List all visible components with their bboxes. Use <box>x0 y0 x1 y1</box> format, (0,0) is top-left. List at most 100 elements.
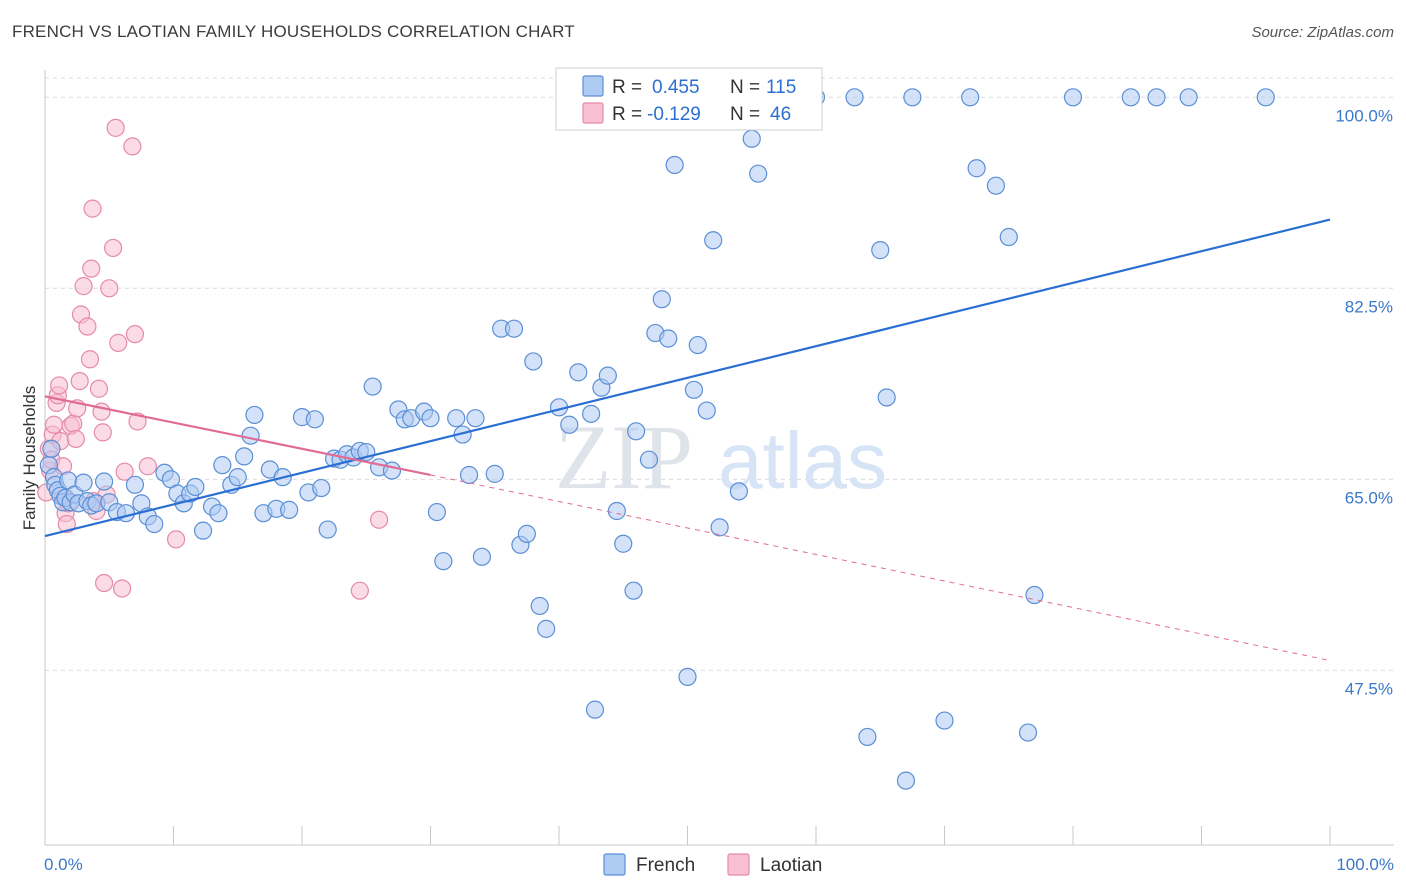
legend-r-value-laotian: -0.129 <box>647 104 701 125</box>
laotian-point-42 <box>138 457 157 476</box>
french-point-99 <box>710 518 729 537</box>
french-point-109 <box>877 388 896 407</box>
legend-r-label-laotian: R = <box>612 104 642 125</box>
french-point-20 <box>125 475 145 494</box>
laotian-point-43 <box>166 530 186 549</box>
french-point-115 <box>986 176 1006 195</box>
french-point-62 <box>421 409 440 428</box>
french-point-74 <box>517 524 536 544</box>
laotian-point-19 <box>70 371 89 391</box>
bottom-legend-swatch-laotian <box>727 853 750 876</box>
french-point-111 <box>903 88 922 107</box>
x-ticks <box>44 826 1331 845</box>
french-point-36 <box>235 447 254 466</box>
laotian-point-37 <box>112 579 132 598</box>
french-point-95 <box>684 380 704 399</box>
chart-title: FRENCH VS LAOTIAN FAMILY HOUSEHOLDS CORR… <box>12 22 575 41</box>
french-point-114 <box>967 159 986 178</box>
laotian-trendline-projection <box>430 474 1331 662</box>
french-point-48 <box>318 520 337 539</box>
french-point-67 <box>459 465 479 485</box>
french-trendline <box>44 218 1331 538</box>
french-point-88 <box>626 422 646 441</box>
laotian-point-13 <box>57 514 76 534</box>
y-tick-label-3: 47.5% <box>1345 679 1393 698</box>
french-point-47 <box>312 478 331 498</box>
bottom-legend-label-french: French <box>636 855 695 876</box>
french-point-16 <box>95 472 114 491</box>
french-point-65 <box>447 409 466 428</box>
french-point-19 <box>116 504 136 523</box>
laotian-point-25 <box>83 199 102 218</box>
french-point-72 <box>504 319 524 338</box>
laotian-point-44 <box>350 581 369 600</box>
french-point-87 <box>624 581 643 600</box>
french-point-108 <box>871 241 890 260</box>
laotian-point-28 <box>89 379 109 398</box>
french-point-82 <box>585 700 605 719</box>
french-point-113 <box>961 88 980 107</box>
french-point-110 <box>896 771 916 790</box>
x-tick-label-max: 100.0% <box>1336 855 1394 874</box>
french-point-98 <box>704 231 723 250</box>
bottom-legend-swatch-french <box>603 853 626 876</box>
y-tick-label-1: 82.5% <box>1345 297 1393 316</box>
french-point-79 <box>560 415 579 434</box>
french-point-106 <box>845 88 864 107</box>
legend-n-value-french: 115 <box>766 77 796 98</box>
french-point-46 <box>305 410 324 429</box>
y-tick-label-2: 65.0% <box>1345 488 1393 507</box>
french-point-38 <box>245 405 264 425</box>
french-point-75 <box>524 352 543 371</box>
french-point-30 <box>193 521 213 540</box>
french-point-84 <box>598 366 617 385</box>
laotian-point-24 <box>82 259 101 278</box>
french-point-37 <box>241 426 260 445</box>
laotian-point-36 <box>109 333 128 352</box>
laotian-point-41 <box>128 412 147 431</box>
laotian-point-5 <box>44 415 64 434</box>
french-point-1 <box>42 439 61 458</box>
french-point-102 <box>749 164 768 183</box>
french-point-121 <box>1147 88 1166 107</box>
french-point-86 <box>614 534 633 553</box>
trendlines <box>44 218 1331 662</box>
french-point-76 <box>530 596 549 616</box>
french-point-63 <box>427 502 447 522</box>
french-point-112 <box>935 711 954 730</box>
french-point-70 <box>485 464 504 483</box>
laotian-point-39 <box>123 137 142 156</box>
legend-swatch-laotian <box>582 102 604 124</box>
french-point-97 <box>697 401 716 420</box>
legend-r-label-french: R = <box>612 77 642 98</box>
french-point-77 <box>537 619 556 638</box>
laotian-point-45 <box>370 510 389 529</box>
french-point-43 <box>280 500 299 519</box>
french-point-55 <box>363 377 382 396</box>
french-point-91 <box>652 290 671 309</box>
french-point-68 <box>466 409 485 428</box>
bottom-legend: French Laotian <box>603 853 822 876</box>
legend-n-value-laotian: 46 <box>770 104 791 125</box>
french-point-107 <box>858 727 877 747</box>
watermark: ZIP atlas <box>555 406 887 508</box>
y-axis-title: Family Households <box>20 386 39 531</box>
laotian-point-30 <box>93 423 112 442</box>
french-point-29 <box>186 477 205 497</box>
french-point-23 <box>145 514 164 534</box>
bottom-legend-label-laotian: Laotian <box>760 855 822 876</box>
french-point-89 <box>639 450 659 469</box>
french-point-116 <box>999 227 1018 247</box>
french-point-101 <box>742 129 761 148</box>
y-tick-labels: 100.0% 82.5% 65.0% 47.5% <box>1335 106 1393 698</box>
french-point-119 <box>1063 88 1083 107</box>
laotian-point-17 <box>66 429 85 449</box>
y-tick-label-0: 100.0% <box>1335 106 1393 125</box>
gridlines <box>45 77 1394 671</box>
french-point-100 <box>729 482 749 501</box>
french-point-81 <box>582 404 601 423</box>
legend-swatch-french <box>582 75 604 97</box>
french-point-35 <box>228 468 247 487</box>
laotian-point-16 <box>64 414 83 433</box>
